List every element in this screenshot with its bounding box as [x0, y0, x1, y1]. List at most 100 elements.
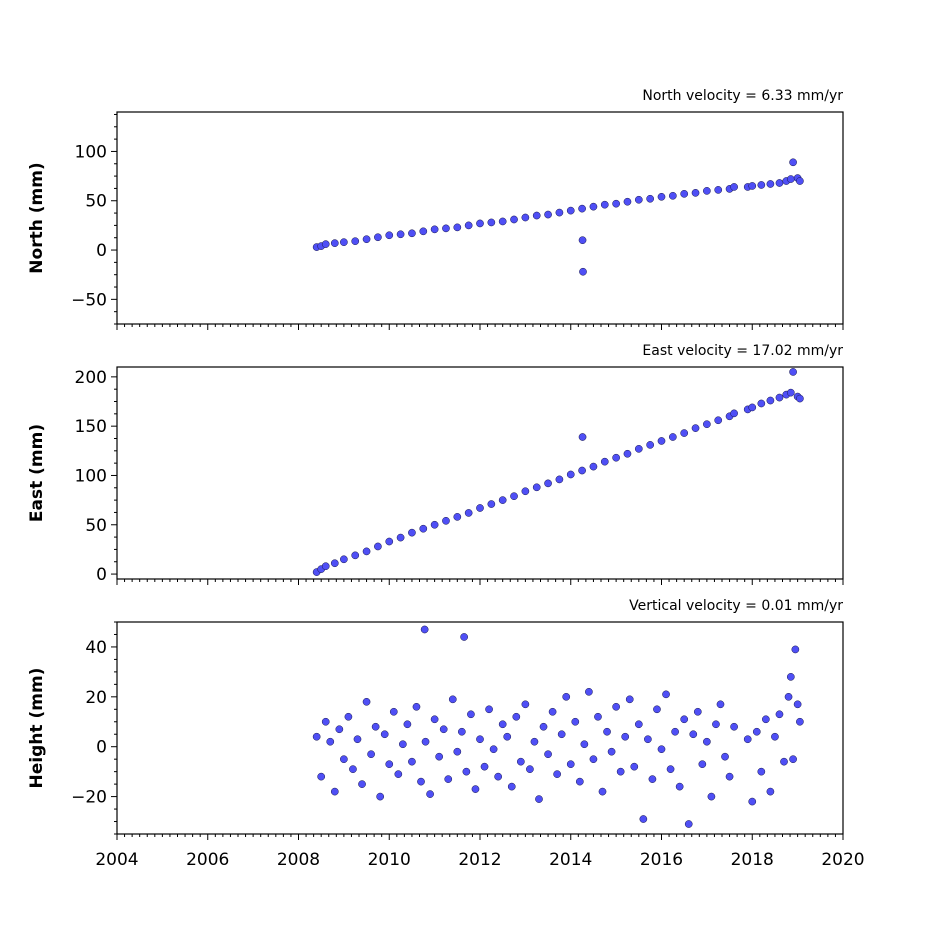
height-point	[657, 745, 666, 754]
east-point	[385, 537, 394, 546]
height-point	[648, 775, 657, 783]
height-point	[408, 757, 416, 766]
north-point	[408, 229, 416, 238]
height-point	[380, 730, 389, 739]
north-point	[442, 224, 450, 233]
north-point	[498, 217, 507, 226]
north-point	[589, 202, 598, 211]
height-point	[367, 750, 375, 759]
height-point	[326, 737, 335, 746]
north-ytick-label: 50	[85, 192, 107, 212]
height-point	[526, 765, 534, 774]
height-point	[417, 777, 425, 786]
height-xtick-label: 2008	[277, 850, 320, 870]
height-point	[462, 767, 471, 776]
north-point	[757, 181, 766, 189]
height-point	[335, 725, 344, 734]
north-point	[578, 236, 587, 245]
east-point	[600, 457, 609, 466]
east-point	[623, 449, 632, 458]
east-point	[766, 396, 775, 405]
height-point	[607, 747, 616, 756]
height-point	[321, 717, 330, 726]
height-point	[544, 750, 552, 759]
east-point	[555, 475, 564, 484]
height-point	[494, 772, 502, 781]
height-point	[349, 765, 357, 774]
north-point	[566, 206, 575, 215]
north-point	[600, 200, 609, 209]
height-point	[353, 735, 362, 744]
north-point	[555, 208, 564, 217]
height-point	[358, 780, 366, 788]
height-point	[312, 732, 321, 741]
height-point	[625, 695, 634, 704]
east-point	[589, 462, 598, 471]
height-point	[516, 757, 525, 766]
north-point	[668, 191, 677, 200]
height-point	[562, 692, 571, 701]
east-point	[476, 504, 484, 512]
height-point	[471, 785, 480, 793]
height-xtick-label: 2010	[368, 850, 411, 870]
east-point	[330, 559, 339, 568]
north-point	[544, 210, 552, 219]
height-point	[376, 792, 385, 801]
height-axis-title: Height (mm)	[27, 668, 47, 789]
north-point	[748, 182, 757, 190]
height-point	[786, 673, 795, 681]
height-point	[585, 687, 593, 696]
height-xtick-label: 2006	[186, 850, 229, 870]
east-point	[521, 487, 530, 496]
height-point	[784, 692, 793, 701]
east-point	[578, 433, 587, 441]
north-point	[766, 180, 775, 188]
east-ytick-label: 200	[75, 368, 107, 388]
height-point	[716, 700, 725, 709]
height-point	[485, 705, 493, 714]
north-point	[775, 179, 784, 187]
height-point	[612, 702, 620, 711]
east-frame	[116, 366, 844, 580]
height-xtick-label: 2012	[458, 850, 501, 870]
height-point	[730, 722, 738, 731]
height-point	[712, 720, 720, 729]
east-ytick-label: 50	[85, 516, 107, 536]
north-point	[796, 177, 804, 185]
east-point	[464, 509, 473, 517]
east-point	[612, 453, 620, 462]
east-point	[703, 420, 711, 429]
north-point	[521, 213, 530, 222]
height-point	[771, 732, 779, 741]
east-point	[578, 466, 586, 475]
height-point	[460, 633, 468, 641]
east-point	[408, 528, 416, 537]
east-point	[430, 520, 439, 529]
north-point	[510, 215, 518, 224]
north-point	[657, 192, 666, 201]
height-point	[530, 737, 539, 746]
height-point	[553, 770, 561, 778]
height-point	[453, 747, 462, 756]
north-point	[623, 197, 632, 206]
north-point	[634, 195, 643, 204]
height-point	[448, 695, 457, 704]
east-point	[362, 547, 371, 556]
east-axis-title: East (mm)	[27, 424, 47, 522]
east-point	[796, 394, 804, 403]
height-point	[757, 767, 766, 776]
height-xtick-label: 2014	[549, 850, 592, 870]
east-ytick-label: 0	[96, 565, 107, 585]
height-point	[748, 797, 757, 806]
north-point	[680, 189, 689, 198]
height-point	[421, 737, 430, 746]
height-point	[521, 700, 530, 709]
east-point	[680, 429, 689, 437]
east-point	[646, 441, 655, 449]
height-point	[535, 795, 543, 803]
height-point	[330, 787, 339, 796]
north-point	[789, 158, 797, 167]
height-point	[780, 757, 788, 766]
height-point	[621, 732, 630, 741]
north-point	[453, 223, 462, 232]
